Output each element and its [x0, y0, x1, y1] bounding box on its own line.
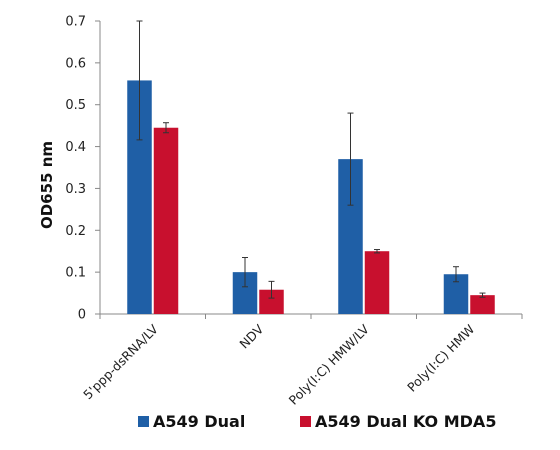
- bar-a549-dual-ko-mda5: [153, 127, 179, 314]
- y-tick-label: 0.3: [65, 182, 86, 197]
- legend-label: A549 Dual: [153, 412, 245, 431]
- x-category-label: Poly(I:C) HMW: [404, 322, 477, 395]
- legend-swatch: [138, 416, 149, 427]
- y-tick-label: 0.2: [65, 224, 86, 239]
- y-tick-label: 0.6: [65, 56, 86, 71]
- bar-a549-dual-ko-mda5: [364, 251, 390, 314]
- y-tick-label: 0.7: [65, 15, 86, 30]
- y-tick-label: 0: [78, 308, 86, 323]
- y-tick-label: 0.1: [65, 266, 86, 281]
- y-tick-label: 0.4: [65, 140, 86, 155]
- x-category-label: Poly(I:C) HMW/LV: [286, 321, 372, 407]
- x-category-label: NDV: [236, 321, 266, 351]
- legend-swatch: [300, 416, 311, 427]
- x-category-label: 5'ppp-dsRNA/LV: [80, 321, 161, 402]
- legend-label: A549 Dual KO MDA5: [315, 412, 496, 431]
- y-axis-title: OD655 nm: [38, 141, 56, 229]
- y-tick-label: 0.5: [65, 98, 86, 113]
- bar-a549-dual-ko-mda5: [470, 295, 495, 314]
